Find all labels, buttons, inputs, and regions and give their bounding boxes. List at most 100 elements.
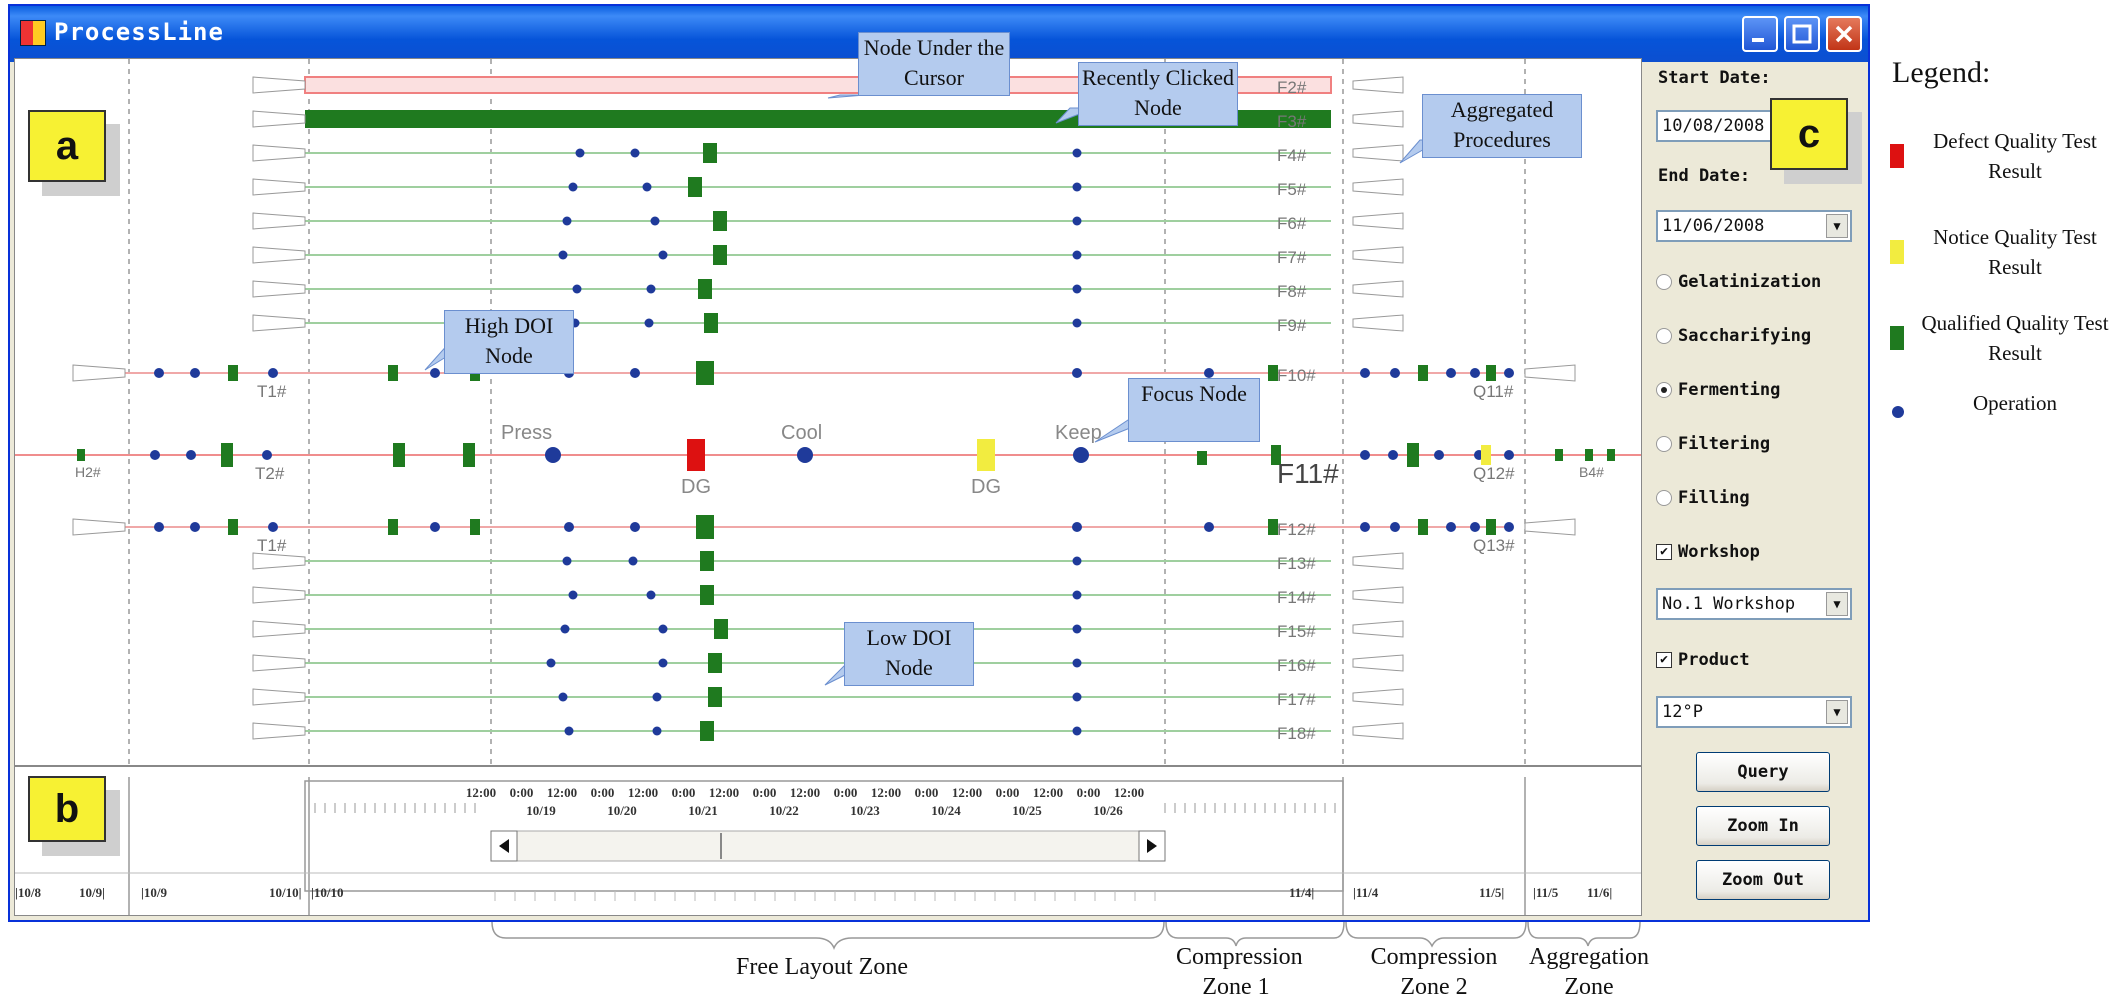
row-label: F18#: [1277, 724, 1316, 743]
legend-title: Legend:: [1892, 56, 1991, 89]
operation-node: [575, 148, 585, 158]
aggregate-left-icon: [252, 654, 306, 672]
row-F13[interactable]: F13#: [252, 552, 1404, 573]
radio-gelatinization[interactable]: Gelatinization: [1656, 272, 1821, 292]
row-F14[interactable]: F14#: [252, 586, 1404, 607]
row-F5[interactable]: F5#: [252, 178, 1404, 199]
hour-label: 12:00: [790, 785, 820, 800]
range-label: 11/5|: [1479, 885, 1504, 900]
aggregate-right-icon: [1352, 212, 1404, 230]
qualified-node: [713, 245, 727, 265]
operation-node: [154, 522, 164, 532]
aggregate-left-icon: [252, 280, 306, 298]
chevron-down-icon[interactable]: ▼: [1826, 214, 1848, 238]
qualified-node: [688, 177, 702, 197]
row-F12[interactable]: F12#: [72, 518, 1576, 539]
notice-swatch: [1890, 240, 1904, 264]
operation-node: [628, 556, 638, 566]
minimize-button[interactable]: [1742, 16, 1778, 52]
workshop-select[interactable]: No.1 Workshop ▼: [1656, 588, 1852, 620]
operation-node: [630, 522, 640, 532]
radio-filtering[interactable]: Filtering: [1656, 434, 1770, 454]
aggregate-left-icon: [252, 620, 306, 638]
row-F6[interactable]: F6#: [252, 212, 1404, 233]
row-label: F10#: [1277, 366, 1316, 385]
operation-node: [1072, 250, 1082, 260]
hour-label: 12:00: [1114, 785, 1144, 800]
legend-notice-label: Notice Quality Test Result: [1933, 225, 2097, 279]
operation-node: [190, 522, 200, 532]
row-F16[interactable]: F16#: [252, 654, 1404, 675]
press-node: [545, 447, 561, 463]
range-label: |11/5: [1533, 885, 1559, 900]
close-button[interactable]: [1826, 16, 1862, 52]
radio-icon[interactable]: [1656, 490, 1672, 506]
operation-node: [1504, 368, 1514, 378]
qualified-node: [696, 361, 714, 385]
time-axis-graph[interactable]: 12:00 0:00 12:00 0:00 12:00 0:00 12:00 0:00 12:0…: [15, 767, 1641, 915]
aggregate-right-icon: [1352, 722, 1404, 740]
checkmark-icon[interactable]: ✔: [1656, 544, 1672, 560]
aggregate-right-icon: [1524, 518, 1576, 536]
row-F7[interactable]: F7#: [252, 246, 1404, 267]
row-F2[interactable]: F2#: [252, 76, 1404, 97]
operation-node: [1072, 318, 1082, 328]
operation-node: [1072, 522, 1082, 532]
row-F15[interactable]: F15#: [252, 620, 1404, 641]
qualified-node: [708, 687, 722, 707]
op-label-cool: Cool: [781, 422, 822, 444]
row-F8[interactable]: F8#: [252, 280, 1404, 301]
aggregate-left-icon: [252, 212, 306, 230]
time-axis[interactable]: 12:00 0:00 12:00 0:00 12:00 0:00 12:00 0:00 12:0…: [14, 766, 1642, 916]
notice-node: [1481, 445, 1491, 465]
chevron-down-icon[interactable]: ▼: [1826, 700, 1848, 724]
range-label: |11/4: [1353, 885, 1379, 900]
operation-node: [658, 658, 668, 668]
row-F4[interactable]: F4#: [252, 144, 1404, 165]
radio-filling[interactable]: Filling: [1656, 488, 1750, 508]
operation-node: [268, 522, 278, 532]
day-label: 10/26: [1093, 803, 1123, 818]
row-F18[interactable]: F18#: [252, 722, 1404, 743]
radio-icon[interactable]: [1656, 274, 1672, 290]
product-select[interactable]: 12°P ▼: [1656, 696, 1852, 728]
day-label: 10/25: [1012, 803, 1042, 818]
operation-node: [1072, 216, 1082, 226]
end-date-field[interactable]: 11/06/2008 ▼: [1656, 210, 1852, 242]
maximize-button[interactable]: [1784, 16, 1820, 52]
row-F9[interactable]: F9#: [252, 314, 1404, 335]
process-graph[interactable]: F2# F3# F4# F5# F6# F7# F8# F9# F10# F12# F13# F14#…: [15, 59, 1641, 765]
row-F10[interactable]: F10#: [72, 364, 1576, 385]
aggregate-left-icon: [252, 314, 306, 332]
row-label: F5#: [1277, 180, 1307, 199]
product-checkbox[interactable]: ✔ Product: [1656, 650, 1750, 670]
query-button[interactable]: Query: [1696, 752, 1830, 792]
operation-node: [652, 692, 662, 702]
aggregate-left-icon: [252, 586, 306, 604]
aggregate-left-icon: [252, 722, 306, 740]
zoom-out-button[interactable]: Zoom Out: [1696, 860, 1830, 900]
hour-label: 12:00: [709, 785, 739, 800]
row-F17[interactable]: F17#: [252, 688, 1404, 709]
workshop-checkbox[interactable]: ✔ Workshop: [1656, 542, 1760, 562]
radio-icon[interactable]: [1656, 436, 1672, 452]
radio-icon[interactable]: [1656, 328, 1672, 344]
radio-icon[interactable]: [1656, 382, 1672, 398]
keep-node: [1073, 447, 1089, 463]
qualified-node: [700, 721, 714, 741]
process-canvas[interactable]: F2# F3# F4# F5# F6# F7# F8# F9# F10# F12# F13# F14#…: [14, 58, 1642, 766]
hour-label: 0:00: [753, 785, 777, 800]
zoom-in-button[interactable]: Zoom In: [1696, 806, 1830, 846]
row-label: F4#: [1277, 146, 1307, 165]
radio-fermenting[interactable]: Fermenting: [1656, 380, 1780, 400]
radio-saccharifying[interactable]: Saccharifying: [1656, 326, 1811, 346]
start-date-label: Start Date:: [1658, 68, 1771, 88]
brace-free: [491, 921, 1165, 951]
hour-label: 12:00: [628, 785, 658, 800]
checkmark-icon[interactable]: ✔: [1656, 652, 1672, 668]
chevron-down-icon[interactable]: ▼: [1826, 592, 1848, 616]
operation-node: [1072, 148, 1082, 158]
qualified-node: [703, 143, 717, 163]
scroll-right-button: [1138, 830, 1166, 862]
callout-low-doi: Low DOI Node: [844, 622, 974, 686]
